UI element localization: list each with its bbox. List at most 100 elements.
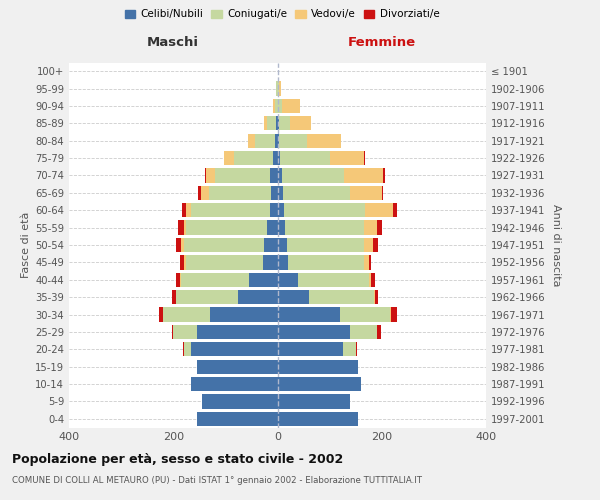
Bar: [184, 342, 191, 356]
Bar: [209, 186, 271, 200]
Bar: [274, 99, 275, 113]
Bar: [176, 272, 180, 287]
Bar: [393, 203, 397, 218]
Bar: [191, 203, 269, 218]
Bar: [377, 220, 382, 234]
Bar: [163, 308, 210, 322]
Bar: [284, 203, 365, 218]
Bar: [364, 238, 373, 252]
Bar: [277, 290, 309, 304]
Bar: [277, 99, 281, 113]
Text: Popolazione per età, sesso e stato civile - 2002: Popolazione per età, sesso e stato civil…: [12, 452, 343, 466]
Bar: [382, 186, 383, 200]
Bar: [210, 308, 277, 322]
Bar: [277, 256, 288, 270]
Bar: [224, 151, 234, 165]
Bar: [307, 134, 341, 148]
Bar: [278, 82, 281, 96]
Bar: [205, 168, 206, 182]
Bar: [343, 342, 356, 356]
Bar: [265, 116, 267, 130]
Bar: [184, 256, 186, 270]
Bar: [277, 272, 298, 287]
Bar: [278, 134, 307, 148]
Bar: [340, 308, 389, 322]
Bar: [267, 116, 277, 130]
Bar: [309, 290, 374, 304]
Bar: [365, 203, 393, 218]
Bar: [277, 412, 358, 426]
Bar: [274, 151, 277, 165]
Bar: [290, 116, 311, 130]
Bar: [389, 308, 391, 322]
Bar: [377, 325, 381, 339]
Bar: [184, 220, 186, 234]
Bar: [186, 256, 263, 270]
Bar: [281, 99, 300, 113]
Bar: [364, 151, 365, 165]
Bar: [215, 168, 269, 182]
Bar: [277, 325, 350, 339]
Bar: [206, 168, 215, 182]
Bar: [269, 168, 277, 182]
Bar: [201, 186, 209, 200]
Bar: [298, 272, 369, 287]
Bar: [182, 203, 186, 218]
Bar: [198, 186, 201, 200]
Bar: [277, 203, 284, 218]
Bar: [269, 203, 277, 218]
Bar: [283, 186, 350, 200]
Bar: [238, 290, 277, 304]
Bar: [265, 238, 277, 252]
Bar: [191, 342, 277, 356]
Bar: [234, 151, 274, 165]
Bar: [277, 394, 350, 408]
Bar: [271, 186, 277, 200]
Bar: [173, 325, 197, 339]
Bar: [263, 256, 277, 270]
Bar: [281, 168, 344, 182]
Bar: [277, 360, 358, 374]
Bar: [344, 168, 383, 182]
Bar: [249, 272, 277, 287]
Bar: [277, 342, 343, 356]
Bar: [391, 308, 397, 322]
Bar: [186, 220, 267, 234]
Bar: [277, 186, 283, 200]
Bar: [277, 151, 280, 165]
Bar: [369, 256, 371, 270]
Bar: [178, 220, 184, 234]
Bar: [275, 99, 277, 113]
Bar: [172, 325, 173, 339]
Bar: [374, 290, 375, 304]
Legend: Celibi/Nubili, Coniugati/e, Vedovi/e, Divorziati/e: Celibi/Nubili, Coniugati/e, Vedovi/e, Di…: [121, 5, 443, 24]
Bar: [287, 238, 364, 252]
Bar: [197, 360, 277, 374]
Bar: [277, 308, 340, 322]
Bar: [329, 151, 364, 165]
Bar: [364, 256, 369, 270]
Bar: [180, 272, 181, 287]
Bar: [277, 238, 287, 252]
Y-axis label: Anni di nascita: Anni di nascita: [551, 204, 561, 286]
Text: Maschi: Maschi: [147, 36, 199, 49]
Bar: [186, 203, 191, 218]
Bar: [277, 220, 286, 234]
Bar: [176, 238, 181, 252]
Bar: [184, 238, 265, 252]
Bar: [181, 238, 184, 252]
Bar: [176, 290, 238, 304]
Bar: [278, 116, 290, 130]
Bar: [364, 220, 377, 234]
Bar: [277, 134, 278, 148]
Bar: [191, 377, 277, 391]
Bar: [286, 220, 364, 234]
Bar: [267, 220, 277, 234]
Bar: [383, 168, 385, 182]
Bar: [277, 116, 278, 130]
Bar: [158, 308, 163, 322]
Bar: [181, 272, 249, 287]
Bar: [288, 256, 364, 270]
Bar: [275, 134, 277, 148]
Bar: [197, 325, 277, 339]
